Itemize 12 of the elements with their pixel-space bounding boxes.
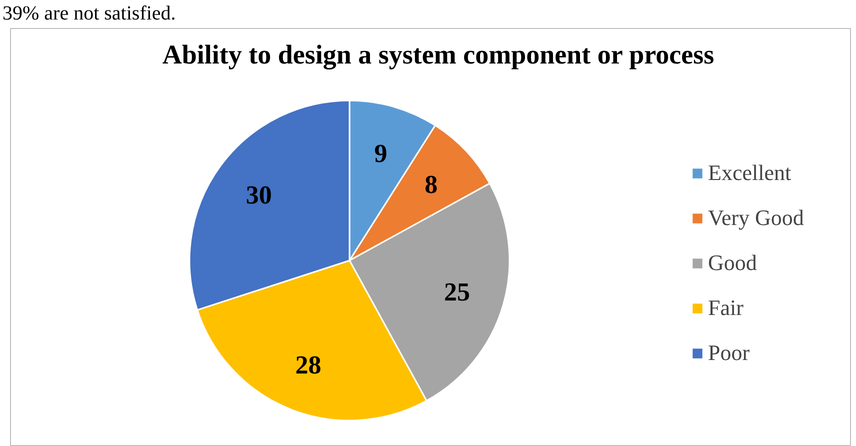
data-label: 9: [374, 138, 388, 168]
text: 39% are not satisfied.: [2, 2, 176, 24]
legend-label: Very Good: [708, 205, 804, 231]
legend-label: Poor: [708, 340, 750, 366]
data-label: 28: [295, 350, 322, 380]
legend-label: Good: [708, 250, 757, 276]
data-label: 25: [444, 278, 470, 307]
legend-label: Fair: [708, 295, 744, 321]
data-label: 30: [246, 180, 272, 210]
chart-title: Ability to design a system component or process: [162, 40, 714, 70]
data-label: 8: [424, 170, 438, 199]
legend-label: Excellent: [708, 160, 792, 186]
